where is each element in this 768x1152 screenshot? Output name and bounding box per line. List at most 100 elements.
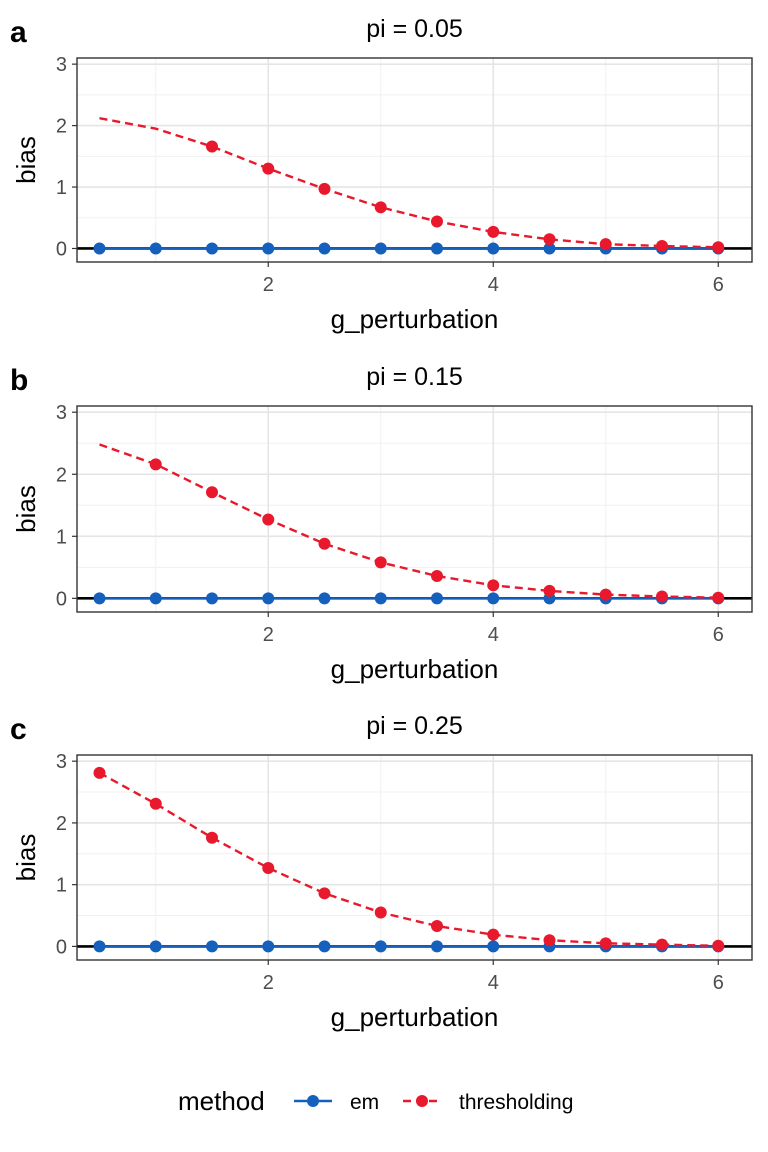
- data-point-em: [93, 242, 106, 255]
- data-point-thresholding: [93, 766, 106, 779]
- plot-border: [76, 405, 753, 613]
- series-thresholding: [99, 117, 725, 254]
- data-point-thresholding: [599, 937, 612, 950]
- y-axis-title: bias: [11, 136, 41, 184]
- y-tick-label: 3: [56, 54, 67, 76]
- data-point-thresholding: [712, 241, 725, 254]
- data-point-em: [374, 242, 387, 255]
- data-point-thresholding: [318, 887, 331, 900]
- x-tick-label: 2: [263, 274, 274, 296]
- data-point-thresholding: [431, 920, 443, 933]
- data-point-em: [93, 940, 106, 953]
- data-point-thresholding: [431, 570, 443, 583]
- data-point-thresholding: [149, 458, 162, 471]
- legend: method em thresholding: [178, 1086, 573, 1116]
- panel-c: c pi = 0.25 0 1 2 3 2 4 6 g_perturbation bias: [10, 712, 753, 1032]
- data-point-em: [374, 592, 387, 605]
- y-tick-label: 2: [56, 116, 67, 138]
- x-axis-title: g_perturbation: [331, 654, 499, 684]
- plot-background: [77, 406, 752, 612]
- data-point-thresholding: [262, 861, 275, 874]
- data-point-thresholding: [487, 579, 500, 592]
- data-point-thresholding: [712, 591, 725, 604]
- x-tick-label: 6: [713, 972, 724, 994]
- data-point-em: [374, 940, 387, 953]
- plot-background: [77, 58, 752, 262]
- data-point-thresholding: [262, 162, 275, 175]
- x-tick-label: 2: [263, 624, 274, 646]
- legend-title: method: [178, 1086, 265, 1116]
- data-point-em: [93, 592, 106, 605]
- y-tick-label: 3: [56, 751, 67, 773]
- data-point-em: [318, 242, 331, 255]
- y-tick-label: 1: [56, 177, 67, 199]
- y-tick-label: 0: [56, 238, 67, 260]
- x-tick-label: 6: [713, 274, 724, 296]
- y-axis-title: bias: [11, 834, 41, 882]
- data-point-em: [431, 940, 443, 953]
- data-point-em: [206, 592, 218, 605]
- data-point-em: [149, 242, 162, 255]
- data-point-em: [487, 242, 500, 255]
- data-point-thresholding: [374, 201, 387, 214]
- data-point-em: [431, 592, 443, 605]
- data-point-thresholding: [318, 537, 331, 550]
- x-tick-label: 2: [263, 972, 274, 994]
- x-tick-label: 4: [488, 972, 499, 994]
- data-point-thresholding: [206, 831, 218, 844]
- y-tick-label: 0: [56, 588, 67, 610]
- y-tick-label: 2: [56, 813, 67, 835]
- series-line-thresholding: [99, 443, 719, 599]
- series-line-thresholding: [98, 771, 719, 947]
- x-tick-label: 4: [488, 624, 499, 646]
- data-point-thresholding: [262, 513, 275, 526]
- data-point-thresholding: [318, 182, 331, 195]
- data-point-thresholding: [374, 556, 387, 569]
- data-point-thresholding: [431, 215, 443, 228]
- panel-b: b pi = 0.15 0 1 2 3 2 4 6 g_perturbation bias: [10, 363, 753, 684]
- data-point-thresholding: [712, 939, 725, 952]
- data-point-thresholding: [206, 486, 218, 499]
- plot-background: [77, 755, 752, 960]
- x-axis-title: g_perturbation: [331, 1002, 499, 1032]
- data-point-thresholding: [149, 797, 162, 810]
- data-point-thresholding: [543, 934, 556, 947]
- y-tick-label: 1: [56, 526, 67, 548]
- series-thresholding: [93, 766, 725, 952]
- plot-border: [76, 754, 753, 961]
- data-point-thresholding: [543, 233, 556, 246]
- data-point-em: [149, 592, 162, 605]
- x-tick-label: 6: [713, 624, 724, 646]
- legend-label-em: em: [350, 1091, 379, 1114]
- data-point-thresholding: [599, 238, 612, 251]
- data-point-thresholding: [656, 240, 668, 253]
- x-tick-label: 4: [488, 274, 499, 296]
- data-point-em: [262, 592, 275, 605]
- data-point-em: [262, 242, 275, 255]
- data-point-em: [487, 940, 500, 953]
- y-tick-label: 0: [56, 936, 67, 958]
- plot-border: [76, 57, 753, 263]
- panel-a: a pi = 0.05 0 1 2 3 2 4 6 g_perturbation bias: [10, 15, 753, 334]
- data-point-em: [318, 592, 331, 605]
- panel-letter: c: [10, 713, 27, 746]
- series-line-thresholding: [99, 117, 719, 249]
- panel-title: pi = 0.15: [366, 363, 463, 391]
- y-tick-label: 1: [56, 875, 67, 897]
- series-thresholding: [99, 443, 725, 604]
- panel-title: pi = 0.05: [366, 15, 463, 43]
- y-tick-label: 3: [56, 402, 67, 424]
- data-point-em: [487, 592, 500, 605]
- panel-letter: b: [10, 364, 28, 397]
- data-point-em: [318, 940, 331, 953]
- legend-label-thresholding: thresholding: [459, 1091, 573, 1114]
- data-point-thresholding: [487, 225, 500, 238]
- data-point-thresholding: [599, 588, 612, 601]
- data-point-em: [206, 940, 218, 953]
- data-point-em: [206, 242, 218, 255]
- data-point-thresholding: [543, 584, 556, 597]
- data-point-thresholding: [656, 590, 668, 603]
- data-point-thresholding: [206, 140, 218, 153]
